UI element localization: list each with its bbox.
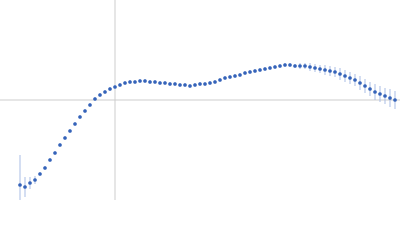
data-point: [293, 64, 297, 68]
data-point: [103, 90, 107, 94]
data-point: [253, 69, 257, 73]
data-point: [198, 82, 202, 86]
data-point: [63, 136, 67, 140]
data-point: [98, 93, 102, 97]
data-point: [183, 83, 187, 87]
data-point: [218, 78, 222, 82]
data-point: [233, 74, 237, 78]
data-point: [188, 84, 192, 88]
data-point: [373, 90, 377, 94]
data-point: [118, 83, 122, 87]
data-point: [28, 181, 32, 185]
data-point: [268, 66, 272, 70]
data-point: [58, 143, 62, 147]
data-point: [223, 76, 227, 80]
data-point: [153, 80, 157, 84]
data-point: [163, 81, 167, 85]
data-point: [288, 63, 292, 67]
data-point: [283, 63, 287, 67]
data-point: [68, 129, 72, 133]
data-point: [308, 65, 312, 69]
data-point: [383, 94, 387, 98]
data-point: [23, 185, 27, 189]
data-point: [18, 183, 22, 187]
data-point: [108, 87, 112, 91]
data-point: [338, 72, 342, 76]
data-point: [378, 92, 382, 96]
data-point: [313, 66, 317, 70]
data-point: [138, 79, 142, 83]
data-point: [193, 83, 197, 87]
data-point: [128, 80, 132, 84]
data-point: [78, 115, 82, 119]
data-point: [303, 64, 307, 68]
data-point: [33, 178, 37, 182]
data-point: [298, 64, 302, 68]
data-point: [358, 81, 362, 85]
data-point: [243, 71, 247, 75]
data-point: [43, 166, 47, 170]
data-point: [203, 82, 207, 86]
data-point: [208, 81, 212, 85]
data-point: [393, 98, 397, 102]
data-point: [278, 64, 282, 68]
data-point: [168, 82, 172, 86]
data-point: [83, 109, 87, 113]
data-point: [238, 73, 242, 77]
data-point: [323, 68, 327, 72]
data-point: [228, 75, 232, 79]
data-point: [343, 74, 347, 78]
data-point: [48, 158, 52, 162]
data-point: [213, 80, 217, 84]
data-point: [143, 79, 147, 83]
data-point: [53, 151, 57, 155]
data-point: [93, 97, 97, 101]
data-point: [318, 67, 322, 71]
data-point: [73, 122, 77, 126]
data-point: [388, 96, 392, 100]
data-point: [123, 81, 127, 85]
chart: [0, 0, 400, 200]
data-point: [148, 80, 152, 84]
data-point: [328, 69, 332, 73]
data-point: [353, 78, 357, 82]
data-point: [333, 70, 337, 74]
data-point: [88, 103, 92, 107]
data-point: [363, 84, 367, 88]
data-point: [38, 172, 42, 176]
data-point: [178, 83, 182, 87]
data-point: [273, 65, 277, 69]
data-point: [368, 87, 372, 91]
data-point: [263, 67, 267, 71]
data-point: [258, 68, 262, 72]
data-point: [133, 80, 137, 84]
data-point: [113, 85, 117, 89]
data-point: [248, 70, 252, 74]
data-point: [173, 82, 177, 86]
data-point: [348, 76, 352, 80]
data-point: [158, 81, 162, 85]
